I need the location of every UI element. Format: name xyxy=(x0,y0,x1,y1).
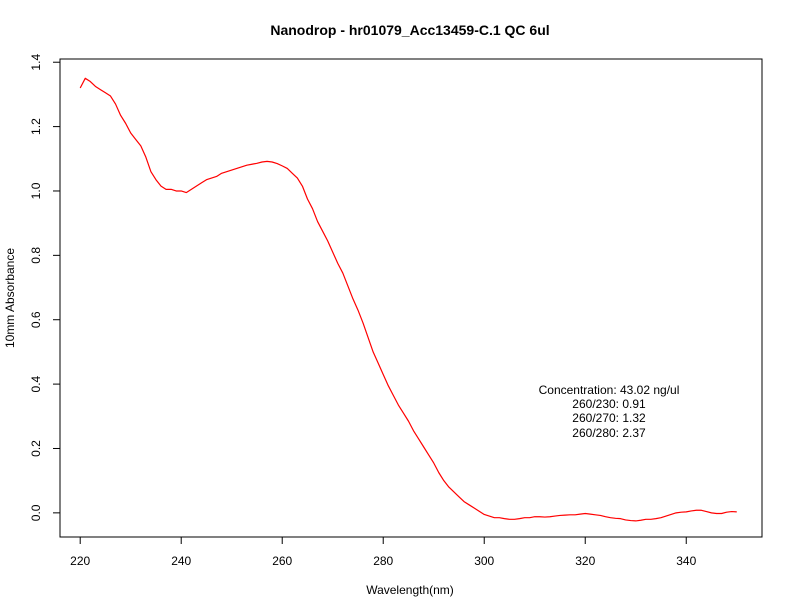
y-tick-label: 1.4 xyxy=(29,54,43,71)
absorbance-line xyxy=(79,77,737,522)
x-tick-label: 300 xyxy=(474,554,494,568)
annotation-ratio-260-270: 260/270: 1.32 xyxy=(572,411,646,425)
y-tick-label: 0.0 xyxy=(29,504,43,521)
series-layer xyxy=(79,77,737,522)
plot-frame xyxy=(59,58,763,538)
y-tick-label: 0.6 xyxy=(29,311,43,328)
x-tick-label: 220 xyxy=(70,554,90,568)
y-axis-label: 10mm Absorbance xyxy=(3,248,17,348)
annotation-box: Concentration: 43.02 ng/ul 260/230: 0.91… xyxy=(539,383,680,440)
x-tick-label: 260 xyxy=(272,554,292,568)
x-tick-label: 280 xyxy=(373,554,393,568)
y-tick-label: 0.4 xyxy=(29,375,43,392)
y-tick-label: 0.8 xyxy=(29,247,43,264)
annotation-concentration: Concentration: 43.02 ng/ul xyxy=(539,383,680,397)
y-tick-label: 1.2 xyxy=(29,118,43,135)
annotation-ratio-260-230: 260/230: 0.91 xyxy=(572,397,646,411)
x-axis-label: Wavelength(nm) xyxy=(366,583,454,597)
y-tick-label: 0.2 xyxy=(29,440,43,457)
x-tick-label: 240 xyxy=(171,554,191,568)
chart-title: Nanodrop - hr01079_Acc13459-C.1 QC 6ul xyxy=(270,22,549,38)
annotation-ratio-260-280: 260/280: 2.37 xyxy=(572,426,646,440)
y-axis: 0.0 0.2 0.4 0.6 0.8 1.0 1.2 1.4 xyxy=(29,54,61,521)
x-tick-label: 340 xyxy=(676,554,696,568)
x-axis: 220 240 260 280 300 320 340 xyxy=(70,536,697,568)
x-tick-label: 320 xyxy=(575,554,595,568)
y-tick-label: 1.0 xyxy=(29,182,43,199)
